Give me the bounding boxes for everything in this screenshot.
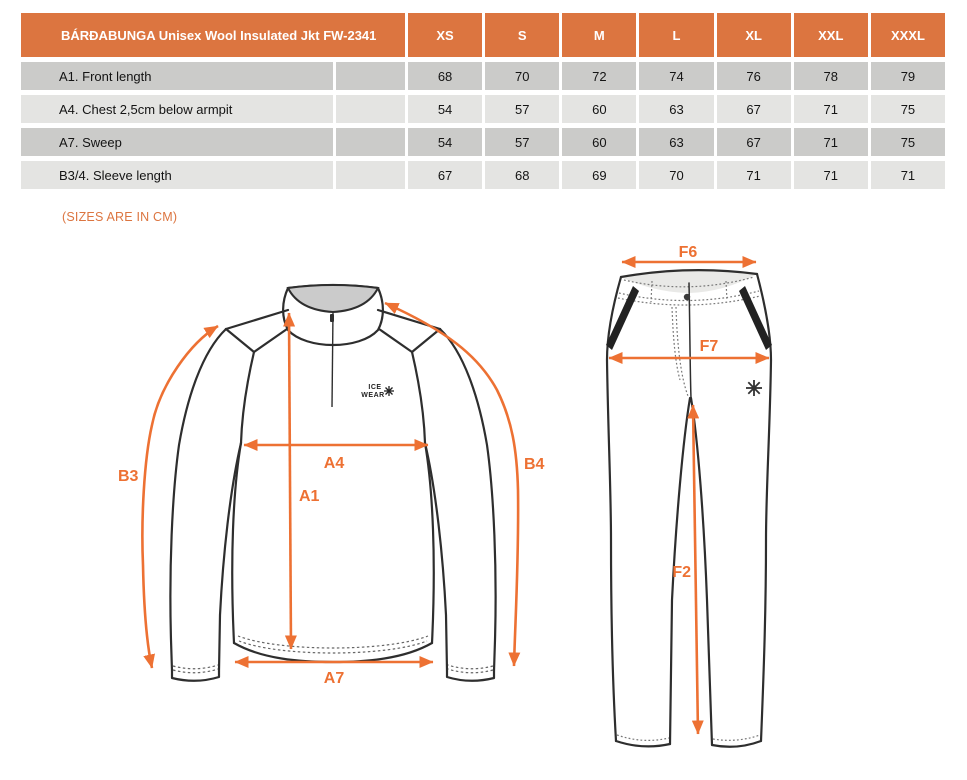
value-cell: 71 (716, 161, 791, 189)
jacket-collar-inner (286, 284, 380, 314)
pants-stitching (616, 276, 761, 741)
pants-drawing (605, 269, 773, 748)
value-cell: 79 (870, 62, 945, 90)
value-cell: 63 (639, 95, 714, 123)
value-cell: 54 (408, 128, 483, 156)
label-a4: A4 (324, 455, 345, 472)
label-b4: B4 (524, 456, 545, 473)
spacer-cell (336, 128, 405, 156)
arrow-a1 (283, 312, 297, 650)
value-cell: 71 (793, 95, 868, 123)
arrow-b4 (384, 301, 521, 667)
pants-left-pocket (606, 286, 639, 350)
column-header-l: L (639, 13, 714, 57)
column-header-xxl: XXL (793, 13, 868, 57)
value-cell: 70 (485, 62, 560, 90)
units-note: (SIZES ARE IN CM) (62, 210, 178, 224)
pants-button (683, 293, 691, 301)
spacer-cell (336, 95, 405, 123)
value-cell: 68 (408, 62, 483, 90)
pants-right-pocket (739, 286, 772, 350)
arrow-b3 (141, 324, 219, 669)
value-cell: 71 (793, 161, 868, 189)
column-header-xxxl: XXXL (870, 13, 945, 57)
size-chart-table: BÁRÐABUNGA Unisex Wool Insulated Jkt FW-… (21, 13, 945, 189)
label-f7: F7 (700, 338, 719, 355)
label-f6: F6 (679, 244, 698, 261)
value-cell: 67 (408, 161, 483, 189)
value-cell: 78 (793, 62, 868, 90)
column-header-xl: XL (716, 13, 791, 57)
jacket-zipper (331, 311, 334, 408)
value-cell: 67 (716, 128, 791, 156)
row-label: B3/4. Sleeve length (21, 161, 333, 189)
jacket-stitching (172, 635, 494, 674)
jacket-drawing: ICE WEAR (169, 283, 497, 682)
column-header-m: M (562, 13, 637, 57)
zipper-pull (330, 314, 334, 322)
value-cell: 63 (639, 128, 714, 156)
measurement-diagram: ICE WEAR (118, 244, 773, 748)
value-cell: 60 (562, 95, 637, 123)
row-label: A7. Sweep (21, 128, 333, 156)
value-cell: 72 (562, 62, 637, 90)
label-f2: F2 (672, 564, 691, 581)
icewear-logo: ICE WEAR (361, 384, 394, 399)
value-cell: 70 (639, 161, 714, 189)
value-cell: 76 (716, 62, 791, 90)
value-cell: 68 (485, 161, 560, 189)
value-cell: 60 (562, 128, 637, 156)
logo-text-ice: ICE (368, 384, 381, 391)
value-cell: 54 (408, 95, 483, 123)
label-a7: A7 (324, 670, 345, 687)
spacer-cell (336, 161, 405, 189)
value-cell: 75 (870, 95, 945, 123)
arrow-f2 (687, 404, 704, 735)
row-label: A4. Chest 2,5cm below armpit (21, 95, 333, 123)
pants-waist-opening (621, 270, 757, 293)
value-cell: 69 (562, 161, 637, 189)
value-cell: 74 (639, 62, 714, 90)
value-cell: 57 (485, 128, 560, 156)
spacer-cell (336, 62, 405, 90)
value-cell: 57 (485, 95, 560, 123)
dimension-arrows (141, 256, 770, 735)
table-title: BÁRÐABUNGA Unisex Wool Insulated Jkt FW-… (21, 13, 405, 57)
column-header-s: S (485, 13, 560, 57)
value-cell: 71 (870, 161, 945, 189)
value-cell: 71 (793, 128, 868, 156)
label-b3: B3 (118, 468, 139, 485)
value-cell: 75 (870, 128, 945, 156)
row-label: A1. Front length (21, 62, 333, 90)
column-header-xs: XS (408, 13, 483, 57)
logo-text-wear: WEAR (361, 392, 384, 399)
label-a1: A1 (299, 488, 320, 505)
value-cell: 67 (716, 95, 791, 123)
